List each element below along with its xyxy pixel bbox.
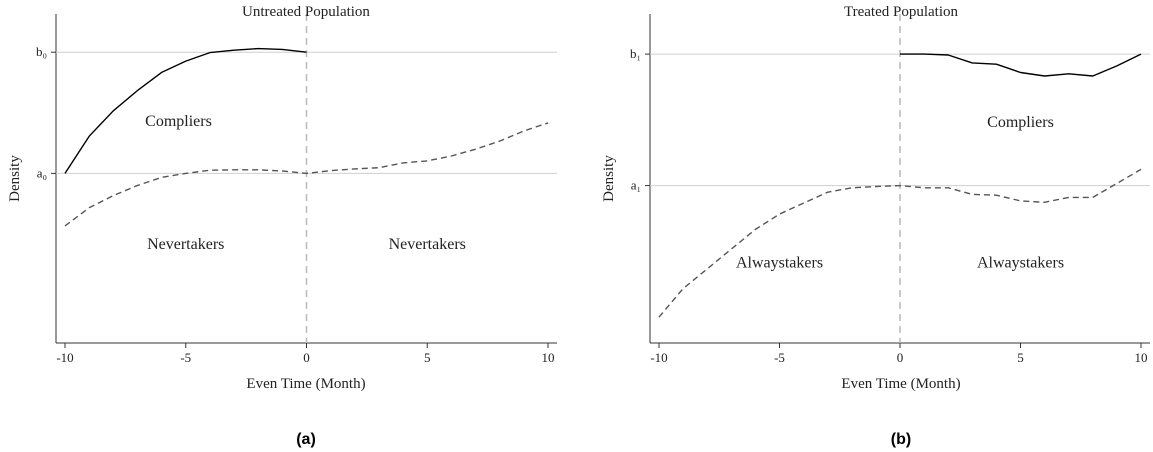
region-annotation: Alwaystakers [736, 254, 823, 271]
x-axis-label: Even Time (Month) [841, 376, 960, 392]
panel-b: -10 -5 0 5 10 a₁ b₁ Treated Population Even Time… [601, 4, 1150, 448]
series-line-dashed [64, 122, 549, 227]
panel-caption: (a) [296, 431, 316, 448]
series-line-dashed [658, 168, 1142, 318]
x-tick-label: 10 [542, 350, 555, 365]
y-tick-label: b₁ [630, 46, 641, 61]
x-tick-label: -5 [180, 350, 191, 365]
y-tick-label: a₁ [631, 178, 641, 193]
x-tick-label: 5 [424, 350, 431, 365]
y-axis-label: Density [601, 155, 617, 202]
x-tick-label: 0 [303, 350, 310, 365]
region-annotation: Alwaystakers [977, 254, 1064, 271]
series-line-solid [64, 47, 307, 174]
x-tick-label: -10 [650, 350, 667, 365]
region-annotation: Nevertakers [147, 236, 224, 253]
x-tick-label: -10 [56, 350, 73, 365]
y-tick-label: a₀ [37, 165, 47, 180]
y-tick-label: b₀ [36, 44, 47, 59]
region-annotation: Compliers [145, 113, 212, 130]
region-annotation: Nevertakers [389, 236, 466, 253]
panel-a: -10 -5 0 5 10 a₀ b₀ Untreated Population Even Ti… [7, 4, 557, 448]
x-tick-label: 5 [1017, 350, 1024, 365]
x-axis-label: Even Time (Month) [246, 376, 365, 392]
x-tick-label: -5 [774, 350, 785, 365]
y-axis-label: Density [7, 155, 23, 202]
chart-title: Untreated Population [242, 4, 370, 20]
series-line-solid [900, 53, 1142, 77]
panel-caption: (b) [891, 431, 911, 448]
x-tick-label: 0 [897, 350, 904, 365]
chart-title: Treated Population [844, 4, 959, 20]
x-tick-label: 10 [1135, 350, 1148, 365]
region-annotation: Compliers [987, 114, 1054, 131]
